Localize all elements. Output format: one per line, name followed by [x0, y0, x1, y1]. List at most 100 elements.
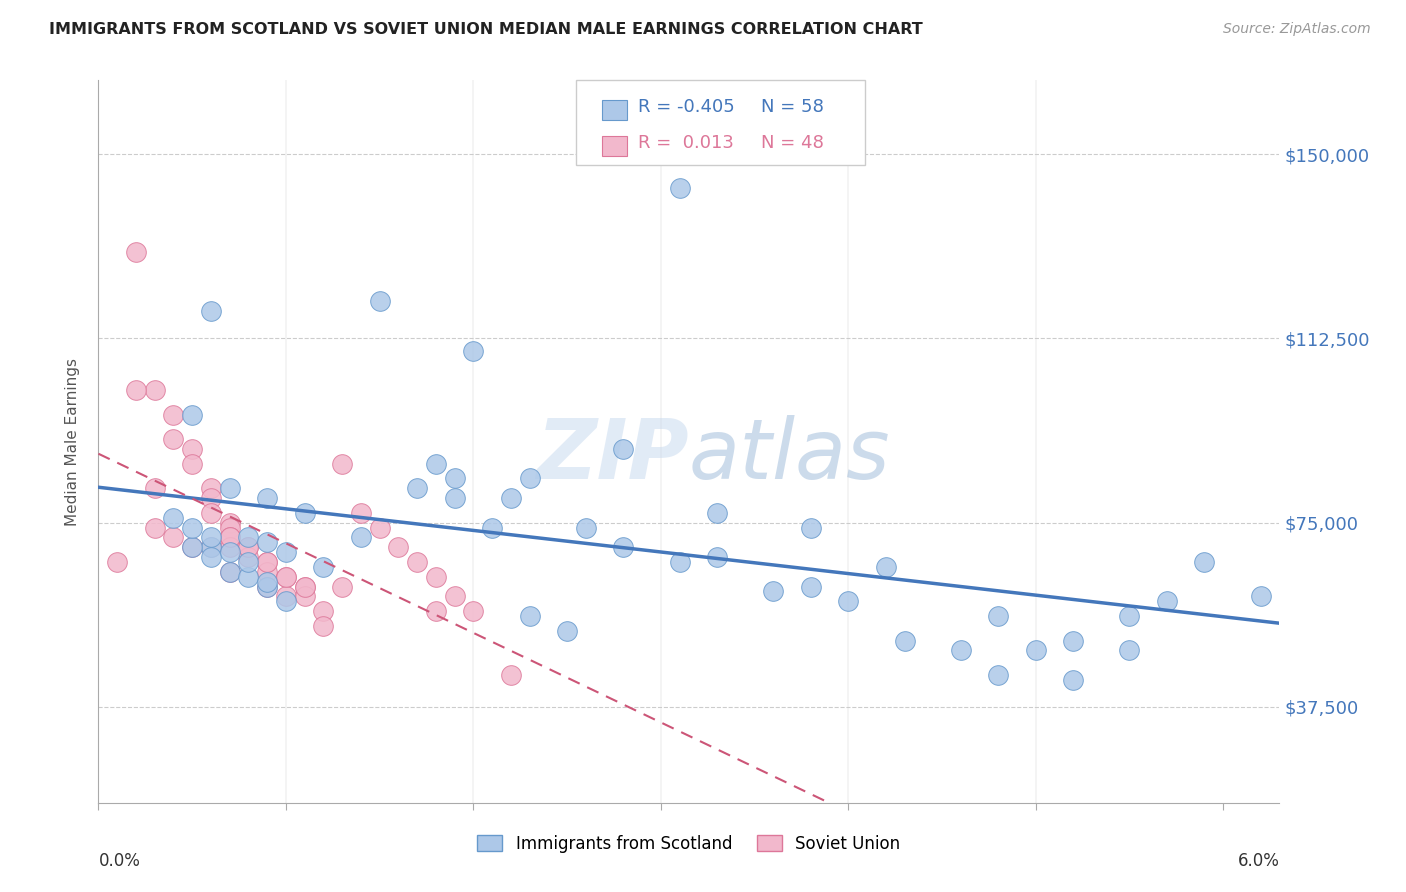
- Point: [125, 383, 148, 397]
- Point: [499, 491, 522, 505]
- Point: [125, 245, 148, 260]
- Text: N = 48: N = 48: [761, 134, 824, 152]
- Point: [443, 491, 465, 505]
- Point: [1062, 673, 1084, 687]
- Point: [181, 457, 204, 471]
- Point: [218, 565, 240, 579]
- Point: [387, 540, 409, 554]
- Point: [274, 590, 297, 604]
- Point: [238, 540, 260, 554]
- Point: [162, 510, 184, 524]
- Point: [443, 471, 465, 485]
- Point: [425, 570, 447, 584]
- Point: [256, 574, 278, 589]
- Point: [1250, 590, 1272, 604]
- Point: [893, 633, 915, 648]
- Point: [575, 520, 598, 534]
- Point: [987, 609, 1010, 624]
- Point: [181, 408, 204, 422]
- Point: [256, 555, 278, 569]
- Point: [463, 343, 485, 358]
- Point: [294, 580, 316, 594]
- Point: [143, 520, 166, 534]
- Point: [800, 580, 823, 594]
- Point: [294, 506, 316, 520]
- Point: [443, 590, 465, 604]
- Text: atlas: atlas: [689, 416, 890, 497]
- Point: [312, 560, 335, 574]
- Point: [143, 383, 166, 397]
- Point: [256, 580, 278, 594]
- Point: [162, 408, 184, 422]
- Point: [1194, 555, 1216, 569]
- Point: [481, 520, 503, 534]
- Point: [200, 506, 222, 520]
- Text: 6.0%: 6.0%: [1237, 852, 1279, 870]
- Point: [987, 668, 1010, 682]
- Point: [425, 604, 447, 618]
- Point: [762, 584, 785, 599]
- Point: [294, 590, 316, 604]
- Point: [218, 516, 240, 530]
- Text: 0.0%: 0.0%: [98, 852, 141, 870]
- Point: [406, 555, 429, 569]
- Point: [949, 643, 972, 657]
- Point: [668, 181, 690, 195]
- Point: [519, 471, 541, 485]
- Point: [274, 570, 297, 584]
- Point: [1118, 643, 1140, 657]
- Point: [105, 555, 128, 569]
- Point: [800, 520, 823, 534]
- Point: [256, 580, 278, 594]
- Point: [218, 565, 240, 579]
- Text: IMMIGRANTS FROM SCOTLAND VS SOVIET UNION MEDIAN MALE EARNINGS CORRELATION CHART: IMMIGRANTS FROM SCOTLAND VS SOVIET UNION…: [49, 22, 922, 37]
- Point: [1025, 643, 1047, 657]
- Point: [668, 555, 690, 569]
- Point: [330, 580, 353, 594]
- Point: [274, 594, 297, 608]
- Point: [238, 555, 260, 569]
- Point: [256, 565, 278, 579]
- Text: N = 58: N = 58: [761, 98, 824, 116]
- Point: [200, 549, 222, 564]
- Point: [200, 481, 222, 495]
- Point: [612, 540, 634, 554]
- Point: [238, 540, 260, 554]
- Point: [181, 442, 204, 456]
- Point: [200, 540, 222, 554]
- Point: [181, 540, 204, 554]
- Point: [463, 604, 485, 618]
- Point: [256, 535, 278, 549]
- Point: [218, 481, 240, 495]
- Text: R =  0.013: R = 0.013: [638, 134, 734, 152]
- Point: [238, 549, 260, 564]
- Point: [200, 304, 222, 318]
- Point: [1156, 594, 1178, 608]
- Point: [350, 530, 373, 544]
- Point: [256, 491, 278, 505]
- Point: [162, 432, 184, 446]
- Point: [706, 549, 728, 564]
- Point: [350, 506, 373, 520]
- Point: [406, 481, 429, 495]
- Text: R = -0.405: R = -0.405: [638, 98, 735, 116]
- Point: [200, 530, 222, 544]
- Text: Source: ZipAtlas.com: Source: ZipAtlas.com: [1223, 22, 1371, 37]
- Point: [312, 604, 335, 618]
- Point: [218, 530, 240, 544]
- Point: [181, 520, 204, 534]
- Point: [330, 457, 353, 471]
- Point: [555, 624, 578, 638]
- Point: [256, 555, 278, 569]
- Point: [1062, 633, 1084, 648]
- Point: [218, 520, 240, 534]
- Point: [519, 609, 541, 624]
- Point: [837, 594, 859, 608]
- Point: [294, 580, 316, 594]
- Point: [181, 540, 204, 554]
- Point: [274, 570, 297, 584]
- Point: [218, 540, 240, 554]
- Point: [368, 520, 391, 534]
- Point: [218, 530, 240, 544]
- Point: [499, 668, 522, 682]
